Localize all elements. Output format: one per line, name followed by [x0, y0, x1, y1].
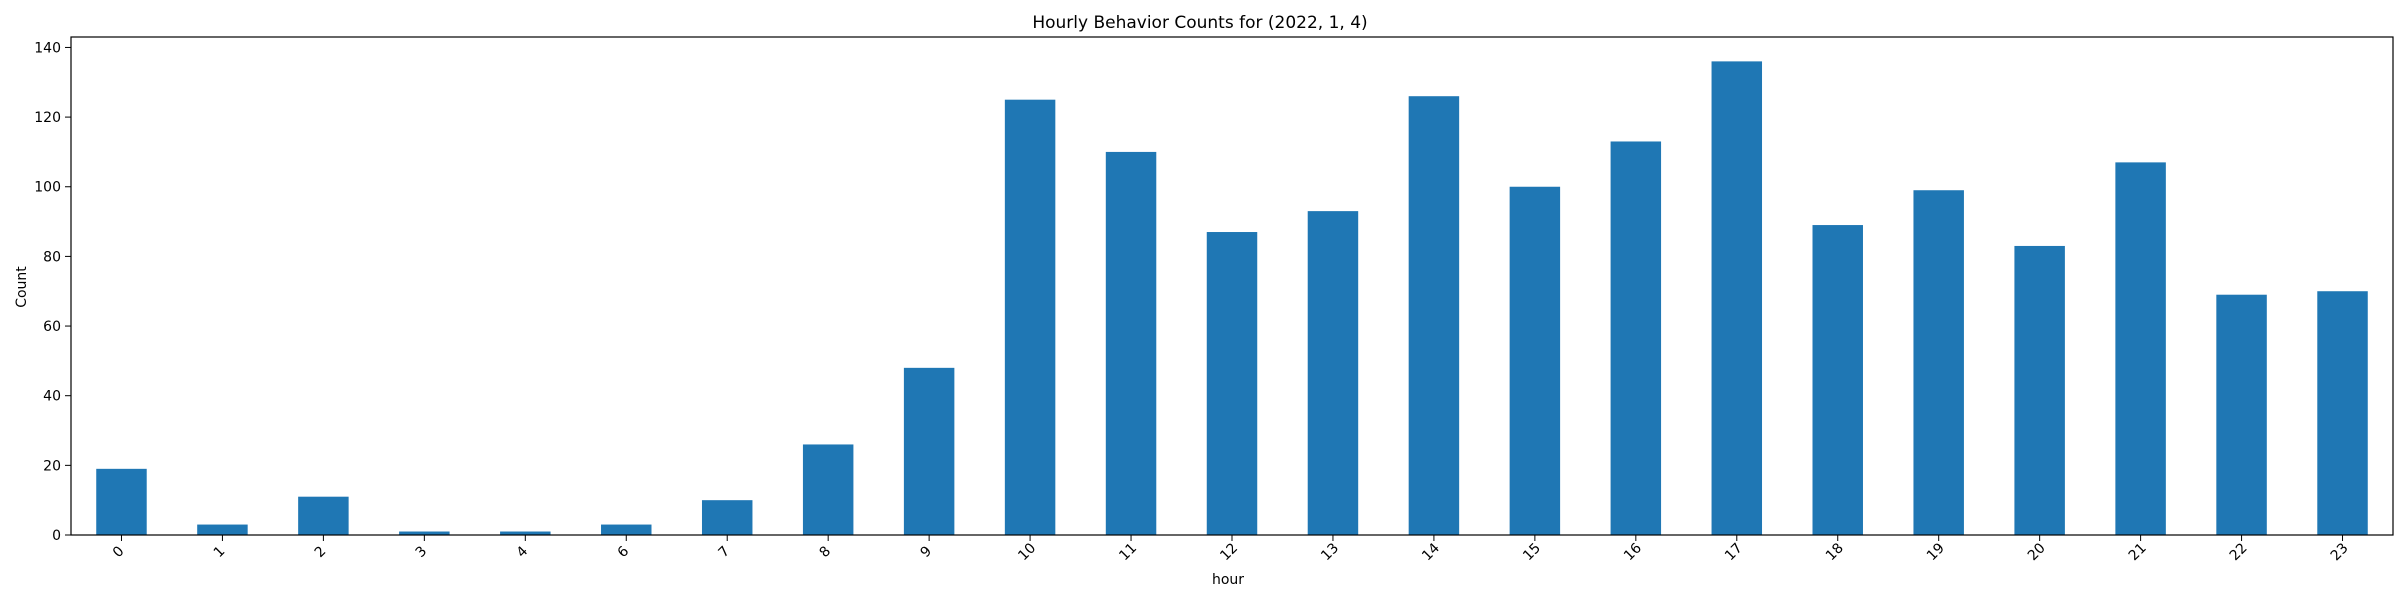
x-tick-label: 17 [1722, 540, 1746, 564]
x-tick-label: 2 [312, 543, 330, 561]
x-tick-label: 16 [1621, 540, 1645, 564]
bar-hour-23 [2317, 291, 2368, 535]
y-tick-label: 120 [34, 110, 61, 126]
y-tick-label: 80 [43, 249, 61, 265]
x-tick-label: 13 [1318, 540, 1342, 564]
bar-hour-1 [197, 524, 248, 535]
x-tick-label: 3 [413, 543, 431, 561]
x-tick-label: 11 [1116, 540, 1140, 564]
bar-hour-14 [1408, 96, 1460, 536]
bar-hour-17 [1711, 61, 1763, 535]
bar-hour-0 [96, 468, 147, 535]
bar-hour-2 [298, 496, 349, 535]
bar-hour-3 [399, 531, 450, 535]
x-tick-label: 21 [2126, 540, 2150, 564]
plot-frame [70, 36, 2394, 536]
y-tick-label: 60 [43, 319, 61, 335]
x-tick-label: 6 [615, 543, 633, 561]
x-tick-label: 23 [2328, 540, 2352, 564]
y-tick-label: 40 [43, 389, 61, 405]
x-tick-label: 15 [1520, 540, 1544, 564]
bar-hour-6 [601, 524, 652, 535]
x-tick-label: 10 [1015, 540, 1039, 564]
bar-hour-16 [1610, 141, 1662, 535]
x-axis-label: hour [1212, 572, 1244, 588]
bars-layer [96, 61, 2368, 536]
bar-hour-22 [2216, 294, 2267, 535]
x-tick-label: 1 [211, 543, 229, 561]
x-tick-label: 22 [2227, 540, 2251, 564]
x-tick-label: 12 [1217, 540, 1241, 564]
bar-hour-11 [1105, 151, 1157, 535]
y-ticks: 0 20 40 60 80 100 120 140 [34, 40, 71, 544]
x-tick-label: 19 [1924, 540, 1948, 564]
bar-hour-15 [1509, 186, 1561, 536]
x-tick-label: 9 [917, 543, 935, 561]
bar-hour-21 [2115, 162, 2166, 535]
bar-hour-4 [500, 531, 551, 535]
bar-hour-10 [1004, 99, 1056, 536]
chart-title: Hourly Behavior Counts for (2022, 1, 4) [1032, 13, 1367, 33]
x-tick-label: 7 [716, 543, 734, 561]
y-axis-label: Count [14, 266, 30, 308]
bar-hour-20 [2014, 245, 2065, 535]
y-tick-label: 0 [52, 528, 61, 544]
bar-hour-7 [701, 500, 753, 535]
x-tick-label: 18 [1823, 540, 1847, 564]
bar-hour-12 [1206, 232, 1258, 535]
x-tick-label: 0 [110, 543, 128, 561]
y-tick-label: 140 [34, 40, 61, 56]
bar-hour-8 [802, 444, 854, 535]
y-tick-label: 100 [34, 180, 61, 196]
x-tick-label: 20 [2025, 540, 2049, 564]
x-tick-label: 14 [1419, 540, 1443, 564]
bar-hour-9 [903, 367, 955, 535]
bar-hour-13 [1307, 211, 1359, 536]
bar-hour-19 [1913, 190, 1964, 535]
x-ticks: 0 1 2 3 4 6 7 8 9 10 11 12 13 14 15 16 17 18 19 20 21 22 23 [110, 535, 2352, 564]
y-tick-label: 20 [43, 458, 61, 474]
x-tick-label: 4 [514, 543, 532, 561]
bar-hour-18 [1812, 225, 1863, 535]
x-tick-label: 8 [817, 543, 835, 561]
